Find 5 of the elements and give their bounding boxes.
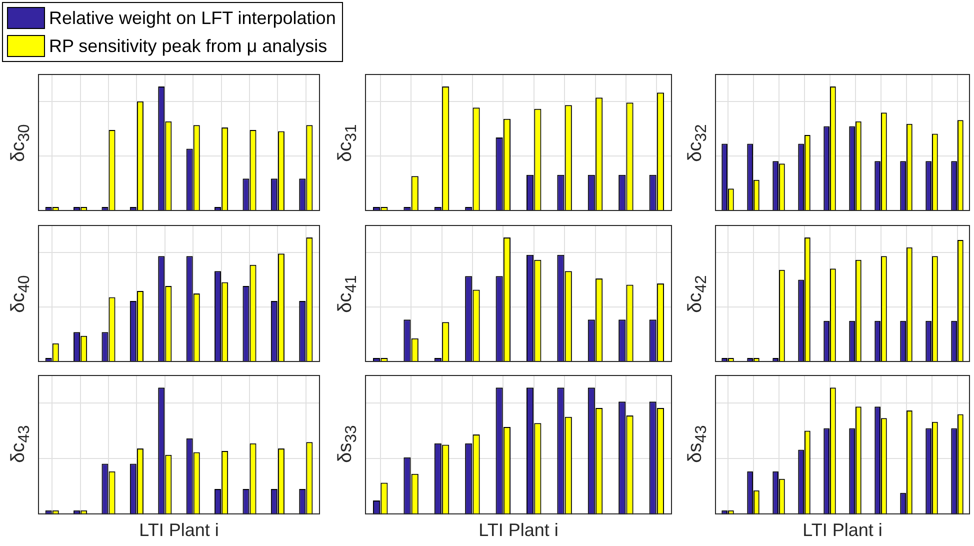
legend-label: RP sensitivity peak from μ analysis xyxy=(49,36,328,56)
x-axis-title: LTI Plant i xyxy=(478,520,558,540)
x-axis-title: LTI Plant i xyxy=(139,520,219,540)
legend-label: Relative weight on LFT interpolation xyxy=(49,8,336,28)
x-axis-title: LTI Plant i xyxy=(802,520,882,540)
